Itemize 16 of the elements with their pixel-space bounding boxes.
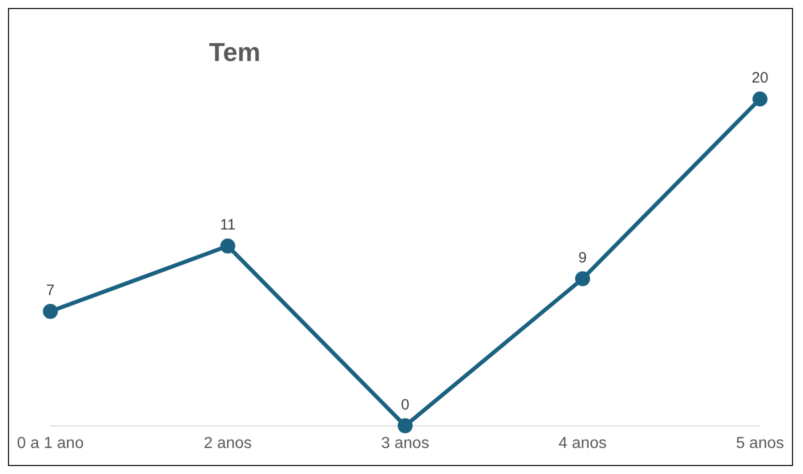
data-label: 11 [220,216,236,234]
x-tick-label: 3 anos [381,434,430,452]
point [42,304,58,319]
point [398,418,413,434]
x-tick-label: 2 anos [204,434,252,452]
point [575,271,590,286]
point [220,238,236,254]
data-label: 20 [752,70,768,87]
data-label: 7 [46,282,55,300]
chart-title: Tem [209,37,261,68]
data-label: 0 [401,396,410,414]
data-label: 9 [578,249,587,266]
x-tick-label: 5 anos [736,434,784,452]
point [752,92,768,106]
x-tick-label: 0 a 1 ano [16,434,84,452]
x-tick-label: 4 anos [558,434,607,452]
